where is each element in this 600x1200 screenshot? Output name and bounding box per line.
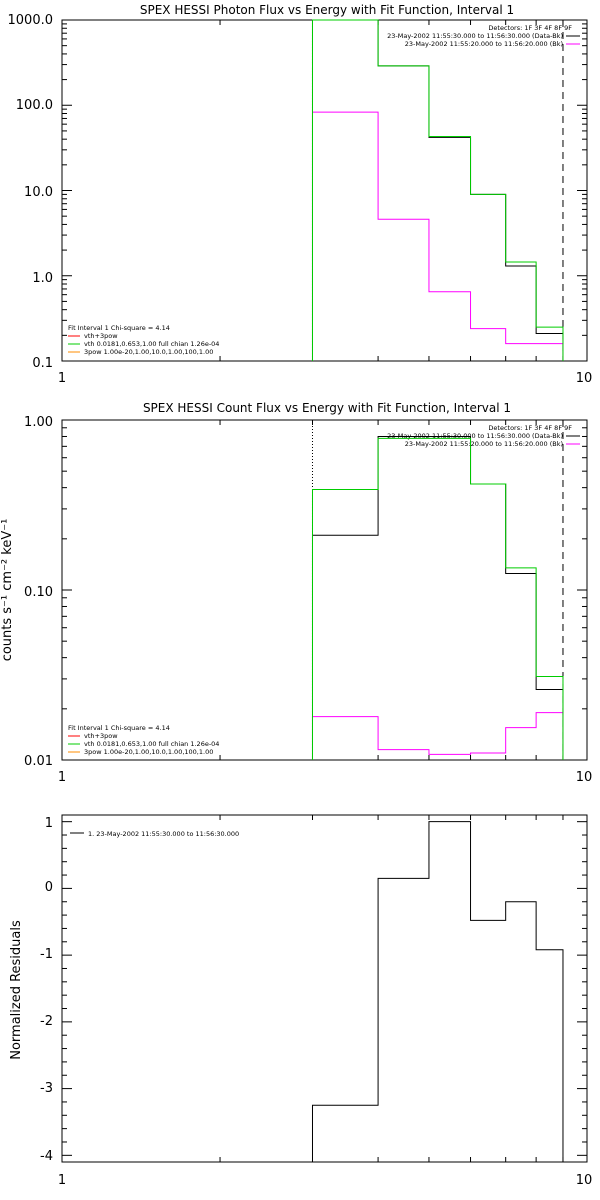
residuals-plot-frame [61,814,588,1163]
count-flux-plot-frame [61,419,588,761]
residual-x-tick-label: 10 [576,1173,593,1188]
residual-x-tick-label: 1 [58,1173,66,1188]
residual-legend-item: 1. 23-May-2002 11:55:30.000 to 11:56:30.… [88,830,239,838]
count-flux-title: SPEX HESSI Count Flux vs Energy with Fit… [143,401,511,415]
photon-x-tick-label: 10 [576,371,593,386]
count-series-1-line [311,712,564,760]
photon-legend-left-item: vth 0.0181,0.653,1.00 full chian 1.26e-0… [84,340,219,348]
photon-series-0-line [311,19,564,361]
residual-y-tick-label: -3 [40,1081,53,1096]
count-legend-left-item: vth 0.0181,0.653,1.00 full chian 1.26e-0… [84,740,219,748]
count-legend-left-item: vth+3pow [84,732,118,740]
count-legend-right-item: 23-May-2002 11:55:30.000 to 11:56:30.000… [387,432,563,440]
photon-y-tick-label: 1000.0 [8,13,54,28]
count-fit-info-label: Fit Interval 1 Chi-square = 4.14 [68,724,170,732]
count-series-2-line [311,437,564,760]
photon-legend-right-item: 23-May-2002 11:55:20.000 to 11:56:20.000… [405,40,563,48]
count-legend-left-item: 3pow 1.00e-20,1.00,10.0,1.00,100,1.00 [84,748,213,756]
photon-detectors-label: Detectors: 1F 3F 4F 8F 9F [488,24,572,32]
count-legend-right-item: 23-May-2002 11:55:20.000 to 11:56:20.000… [405,440,563,448]
photon-legend-left-item: vth+3pow [84,332,118,340]
residual-series-0-line [311,821,564,1162]
photon-x-tick-label: 1 [58,371,66,386]
count-y-tick-label: 0.01 [24,754,53,769]
count-flux-y-axis-label: counts s⁻¹ cm⁻² keV⁻¹ [0,519,15,662]
photon-flux-plot-frame [61,19,588,362]
count-series-0-line [311,435,564,760]
residual-y-tick-label: -2 [40,1014,53,1029]
photon-flux-title: SPEX HESSI Photon Flux vs Energy with Fi… [140,3,514,17]
residual-y-tick-label: -4 [40,1149,53,1164]
photon-flux-marks [61,19,588,362]
count-y-tick-label: 0.10 [24,585,53,600]
residuals-y-axis-label: Normalized Residuals [9,920,24,1060]
residual-y-tick-label: 1 [45,816,53,831]
photon-legend-right-item: 23-May-2002 11:55:30.000 to 11:56:30.000… [387,32,563,40]
residuals-marks [61,815,588,1162]
count-x-tick-label: 1 [58,770,66,785]
count-flux-marks [61,419,588,761]
count-y-tick-label: 1.00 [24,415,53,430]
count-detectors-label: Detectors: 1F 3F 4F 8F 9F [488,424,572,432]
residuals-panel: Normalized Residuals 1 0 -1 -2 -3 -4 1 1… [9,814,593,1188]
photon-flux-panel: SPEX HESSI Photon Flux vs Energy with Fi… [8,3,593,386]
photon-legend-left-item: 3pow 1.00e-20,1.00,10.0,1.00,100,1.00 [84,348,213,356]
residual-y-tick-label: -1 [40,947,53,962]
count-x-tick-label: 10 [576,770,593,785]
residual-y-tick-label: 0 [45,880,53,895]
photon-y-tick-label: 0.1 [32,356,53,371]
photon-y-tick-label: 10.0 [24,185,53,200]
count-flux-panel: SPEX HESSI Count Flux vs Energy with Fit… [0,401,592,785]
photon-series-2-line [311,19,564,361]
photon-y-tick-label: 100.0 [16,98,53,113]
photon-series-1-line [311,111,564,361]
photon-y-tick-label: 1.0 [32,271,53,286]
photon-fit-info-label: Fit Interval 1 Chi-square = 4.14 [68,324,170,332]
